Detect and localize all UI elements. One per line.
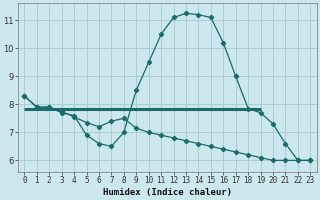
X-axis label: Humidex (Indice chaleur): Humidex (Indice chaleur) (103, 188, 232, 197)
